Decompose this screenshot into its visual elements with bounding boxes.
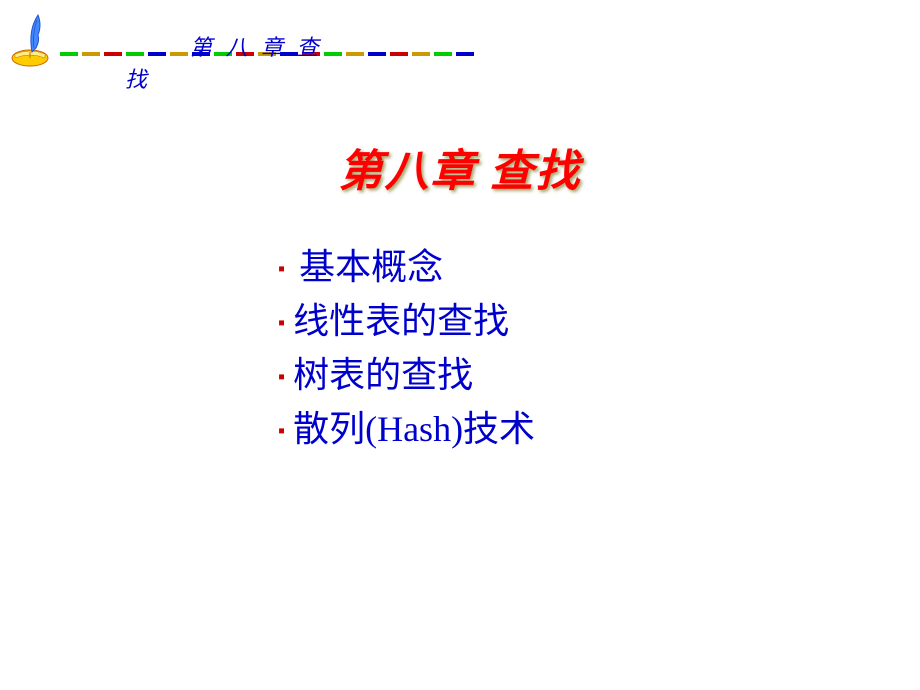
slide-header: 第 八 章 查 找 — [0, 20, 920, 90]
list-item: ▪ 树表的查找 — [278, 348, 535, 402]
bullet-icon: ▪ — [278, 308, 285, 338]
list-item: ▪ 基本概念 — [278, 240, 535, 294]
quill-book-icon — [10, 10, 60, 70]
header-text-line1: 第 八 章 查 — [190, 30, 323, 62]
list-item-text: 散列(Hash)技术 — [293, 402, 535, 456]
bullet-icon: ▪ — [278, 416, 285, 446]
list-item: ▪ 线性表的查找 — [278, 294, 535, 348]
topic-list: ▪ 基本概念 ▪ 线性表的查找 ▪ 树表的查找 ▪ 散列(Hash)技术 — [278, 240, 535, 456]
list-item: ▪ 散列(Hash)技术 — [278, 402, 535, 456]
slide-title: 第八章 查找 — [0, 135, 920, 199]
bullet-icon: ▪ — [278, 362, 285, 392]
list-item-text: 线性表的查找 — [293, 294, 509, 348]
bullet-icon: ▪ — [278, 254, 285, 284]
header-text-line2: 找 — [125, 62, 147, 94]
list-item-text: 基本概念 — [299, 240, 443, 294]
list-item-text: 树表的查找 — [293, 348, 473, 402]
